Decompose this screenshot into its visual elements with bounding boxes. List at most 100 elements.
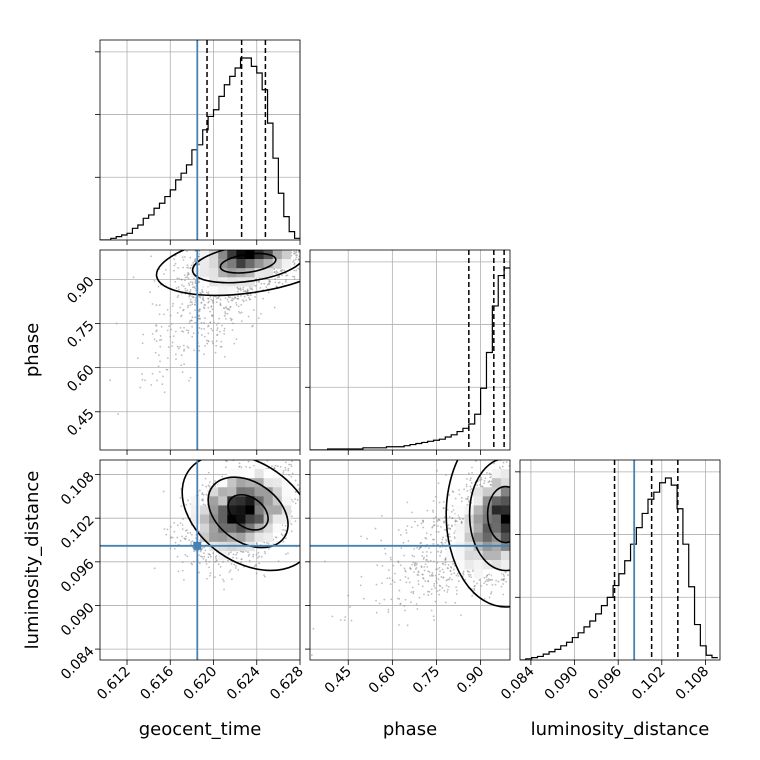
panel-frame bbox=[309, 249, 511, 451]
sample-point bbox=[193, 349, 195, 352]
sample-point bbox=[202, 499, 204, 502]
density-cell bbox=[245, 487, 255, 497]
sample-point bbox=[190, 562, 193, 565]
sample-point bbox=[350, 619, 353, 622]
sample-point bbox=[431, 526, 434, 529]
sample-point bbox=[449, 527, 451, 530]
sample-point bbox=[258, 562, 261, 565]
sample-point bbox=[398, 623, 400, 626]
sample-point bbox=[187, 347, 190, 349]
sample-point bbox=[435, 568, 438, 571]
sample-point bbox=[235, 553, 237, 556]
sample-point bbox=[177, 294, 180, 297]
sample-point bbox=[392, 564, 395, 567]
sample-point bbox=[422, 577, 425, 580]
sample-point bbox=[207, 292, 210, 295]
sample-point bbox=[444, 541, 447, 544]
sample-point bbox=[267, 542, 270, 545]
sample-point bbox=[279, 465, 282, 468]
sample-point bbox=[165, 533, 168, 536]
density-cell bbox=[236, 514, 246, 524]
sample-point bbox=[506, 437, 508, 439]
sample-point bbox=[435, 580, 437, 582]
sample-point bbox=[405, 529, 408, 532]
sample-point bbox=[222, 561, 225, 563]
histogram-steps bbox=[520, 477, 718, 660]
sample-point bbox=[490, 592, 492, 595]
sample-point bbox=[442, 571, 445, 574]
density-cell bbox=[491, 487, 502, 497]
sample-point bbox=[249, 288, 252, 290]
scatter-panel-phase-vs-luminosity_distance: 0.45 0.60 0.75 0.90 bbox=[305, 437, 511, 697]
sample-point bbox=[167, 346, 170, 348]
sample-point bbox=[445, 538, 447, 541]
sample-point bbox=[177, 266, 180, 269]
y-tick-label: 0.096 bbox=[58, 556, 98, 596]
sample-point bbox=[183, 537, 186, 540]
sample-point bbox=[219, 302, 222, 305]
density-cell bbox=[227, 505, 237, 515]
density-cell bbox=[464, 560, 474, 570]
sample-point bbox=[437, 531, 440, 533]
sample-point bbox=[244, 450, 246, 452]
sample-point bbox=[310, 678, 312, 680]
sample-point bbox=[235, 301, 238, 304]
sample-point bbox=[194, 279, 197, 282]
sample-point bbox=[198, 314, 200, 317]
sample-point bbox=[158, 370, 161, 373]
sample-point bbox=[190, 319, 193, 322]
density-cell bbox=[281, 250, 292, 260]
sample-point bbox=[439, 555, 441, 557]
sample-point bbox=[425, 559, 428, 561]
sample-point bbox=[199, 317, 202, 320]
sample-point bbox=[187, 304, 190, 307]
sample-point bbox=[205, 559, 207, 561]
sample-point bbox=[491, 579, 494, 581]
sample-point bbox=[453, 572, 456, 575]
sample-point bbox=[242, 286, 245, 289]
sample-point bbox=[440, 575, 443, 578]
sample-point bbox=[450, 510, 453, 513]
sample-point bbox=[360, 575, 363, 578]
y-tick-label: 0.090 bbox=[58, 600, 98, 640]
sample-point bbox=[428, 571, 431, 573]
sample-point bbox=[180, 278, 183, 281]
sample-point bbox=[504, 571, 507, 574]
sample-point bbox=[444, 558, 447, 561]
density-cell bbox=[482, 496, 493, 506]
sample-point bbox=[312, 482, 314, 484]
sample-point bbox=[294, 502, 297, 505]
sample-point bbox=[434, 600, 437, 603]
sample-point bbox=[247, 551, 249, 553]
density-cell bbox=[473, 523, 484, 534]
density-cell bbox=[218, 259, 228, 269]
sample-point bbox=[294, 490, 297, 493]
sample-point bbox=[439, 585, 442, 587]
sample-point bbox=[287, 469, 290, 472]
sample-point bbox=[230, 551, 232, 553]
sample-point bbox=[207, 301, 210, 304]
sample-point bbox=[153, 567, 156, 570]
sample-point bbox=[201, 288, 204, 291]
sample-point bbox=[403, 554, 406, 557]
sample-point bbox=[237, 297, 239, 300]
sample-point bbox=[210, 298, 213, 301]
sample-point bbox=[186, 250, 188, 253]
sample-point bbox=[440, 525, 442, 528]
sample-point bbox=[235, 338, 238, 341]
sample-point bbox=[189, 298, 192, 301]
sample-point bbox=[263, 457, 265, 459]
sample-point bbox=[169, 525, 172, 528]
sample-point bbox=[257, 317, 260, 320]
sample-point bbox=[163, 391, 166, 394]
sample-point bbox=[432, 560, 435, 563]
sample-point bbox=[228, 571, 231, 573]
sample-point bbox=[209, 295, 212, 298]
sample-point bbox=[245, 465, 248, 468]
sample-point bbox=[310, 654, 313, 656]
sample-point bbox=[447, 567, 449, 570]
sample-point bbox=[255, 280, 258, 283]
sample-point bbox=[182, 344, 185, 347]
sample-point bbox=[263, 282, 266, 285]
sample-point bbox=[360, 535, 363, 538]
